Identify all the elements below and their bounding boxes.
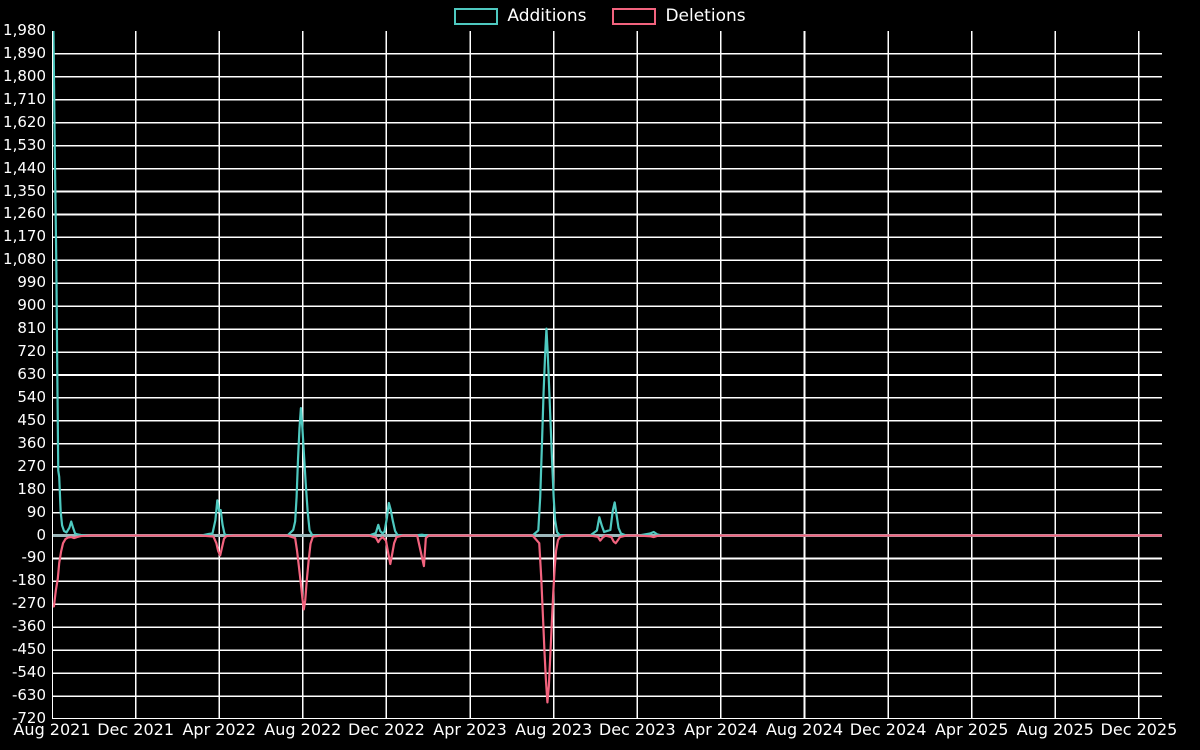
x-tick-label: Dec 2022 — [348, 720, 425, 739]
y-tick-label: 1,890 — [3, 43, 46, 62]
y-tick-label: -360 — [11, 617, 46, 636]
y-tick-label: 990 — [17, 273, 46, 292]
x-tick-label: Dec 2021 — [97, 720, 174, 739]
y-tick-label: 1,710 — [3, 89, 46, 108]
x-tick-label: Apr 2025 — [934, 720, 1009, 739]
y-tick-label: 360 — [17, 433, 46, 452]
legend-label: Additions — [507, 5, 587, 26]
x-tick-label: Aug 2021 — [13, 720, 91, 739]
x-tick-label: Dec 2024 — [849, 720, 927, 739]
y-tick-label: 1,170 — [3, 227, 46, 246]
y-tick-label: -180 — [11, 571, 46, 590]
y-tick-label: 1,800 — [3, 66, 46, 85]
plot-area — [52, 31, 1162, 719]
chart-legend: Additions Deletions — [0, 0, 1200, 32]
y-tick-label: 1,620 — [3, 112, 46, 131]
y-tick-label: -540 — [11, 663, 46, 682]
x-tick-label: Dec 2025 — [1100, 720, 1178, 739]
y-tick-label: 0 — [36, 525, 46, 544]
series-swatch-icon — [454, 7, 499, 25]
legend-entry-additions[interactable]: Additions — [454, 5, 587, 26]
series-lines — [52, 31, 1162, 704]
x-tick-label: Dec 2023 — [598, 720, 676, 739]
x-tick-label: Apr 2022 — [182, 720, 256, 739]
y-tick-label: 630 — [17, 365, 46, 383]
y-tick-label: 180 — [17, 479, 46, 498]
y-tick-label: 450 — [17, 410, 46, 429]
legend-entry-deletions[interactable]: Deletions — [612, 5, 746, 26]
y-tick-label: -630 — [11, 686, 46, 705]
y-tick-label: 900 — [17, 296, 46, 315]
series-swatch-icon — [612, 7, 657, 25]
y-tick-label: 1,260 — [3, 204, 46, 223]
y-tick-label: 1,350 — [3, 181, 46, 200]
y-tick-label: 810 — [17, 319, 46, 338]
series-line-deletions — [52, 534, 1162, 704]
y-tick-label: -90 — [21, 548, 47, 567]
y-tick-label: -270 — [11, 594, 46, 613]
grid-lines — [52, 31, 1162, 719]
y-tick-label: 270 — [17, 456, 46, 475]
x-tick-label: Aug 2024 — [765, 720, 844, 739]
y-tick-label: 90 — [26, 502, 46, 521]
y-tick-label: -720 — [11, 709, 46, 727]
x-tick-label: Aug 2022 — [264, 720, 342, 739]
chart-svg — [52, 31, 1162, 719]
y-tick-label: 720 — [17, 342, 46, 361]
x-tick-label: Apr 2024 — [684, 720, 758, 739]
y-tick-label: 1,080 — [3, 250, 46, 269]
x-tick-label: Aug 2023 — [515, 720, 593, 739]
x-tick-label: Apr 2023 — [433, 720, 507, 739]
y-tick-label: 540 — [17, 387, 46, 406]
y-tick-label: -450 — [11, 640, 46, 659]
x-tick-label: Aug 2025 — [1016, 720, 1094, 739]
y-tick-label: 1,440 — [3, 158, 46, 177]
y-tick-label: 1,530 — [3, 135, 46, 154]
legend-label: Deletions — [665, 5, 746, 26]
